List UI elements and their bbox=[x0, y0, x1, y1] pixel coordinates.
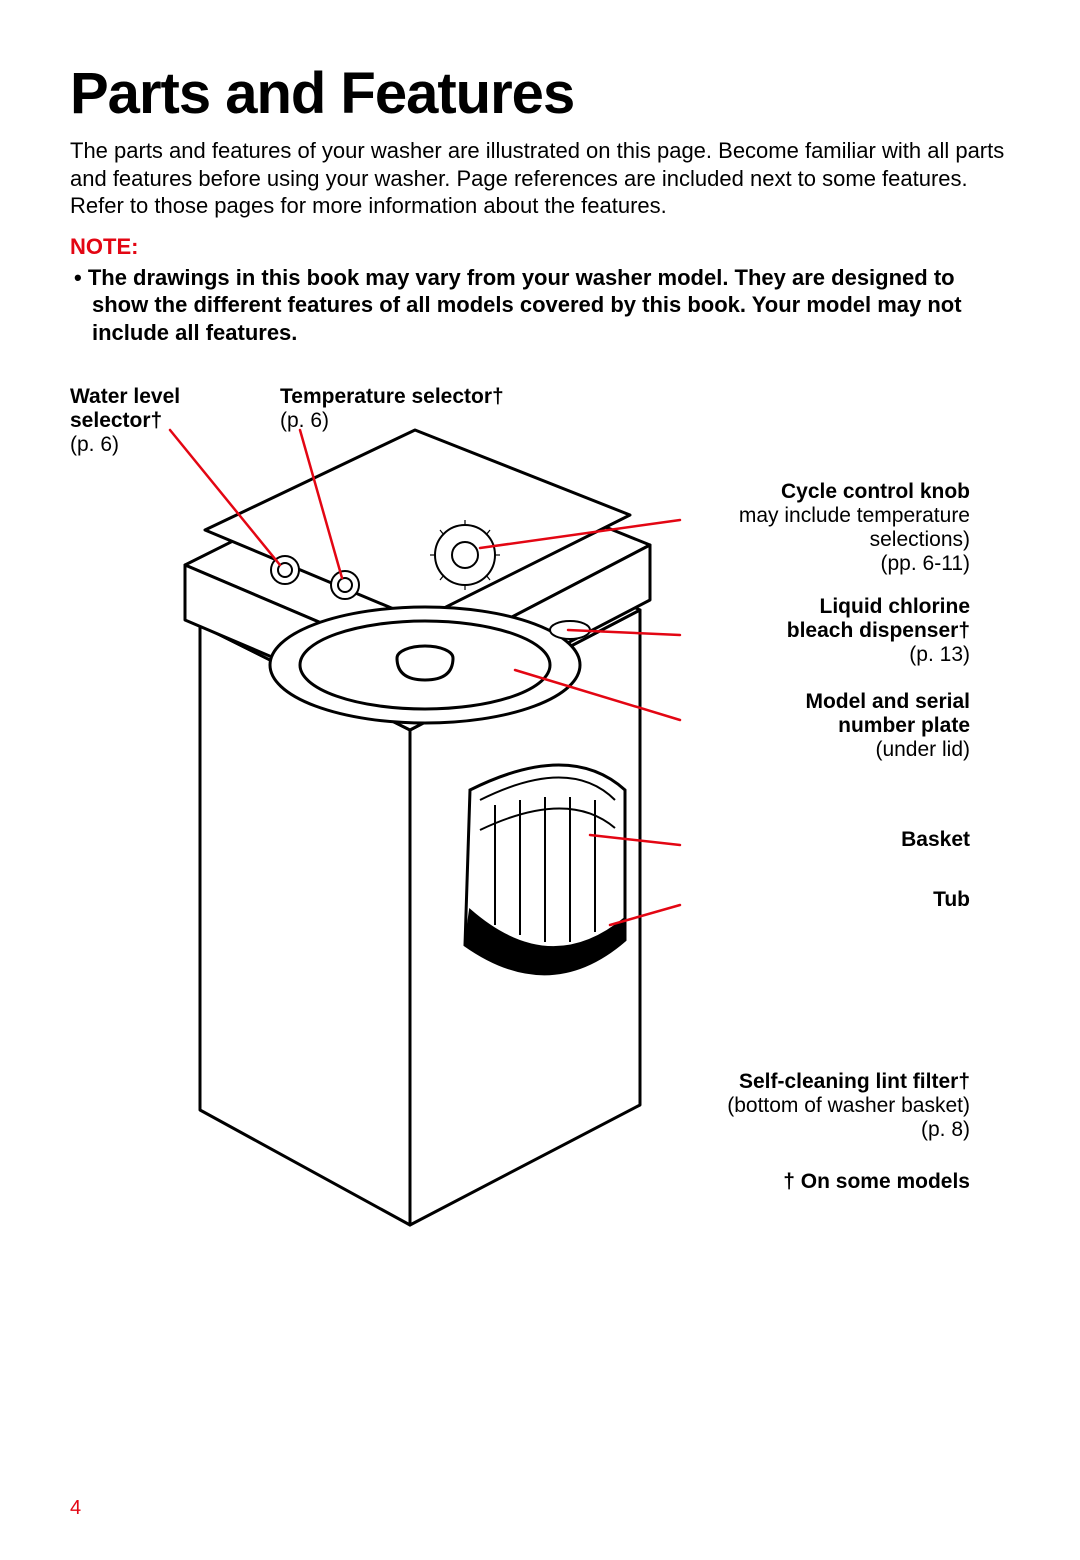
label-text: Self-cleaning lint filter† bbox=[739, 1070, 970, 1093]
label-text: Cycle control knob bbox=[781, 480, 970, 503]
label-text: † On some models bbox=[783, 1170, 970, 1193]
label-cycle-knob: Cycle control knob may include temperatu… bbox=[690, 480, 970, 577]
label-text: Temperature selector† bbox=[280, 385, 504, 408]
label-ref: (p. 8) bbox=[921, 1118, 970, 1141]
label-text: may include temperature bbox=[739, 504, 970, 527]
intro-paragraph: The parts and features of your washer ar… bbox=[70, 137, 1010, 220]
label-bleach: Liquid chlorine bleach dispenser† (p. 13… bbox=[690, 595, 970, 667]
note-label: NOTE: bbox=[70, 234, 1010, 260]
label-water-level: Water level selector† (p. 6) bbox=[70, 385, 260, 457]
label-text: bleach dispenser† bbox=[787, 619, 970, 642]
label-text: Liquid chlorine bbox=[820, 595, 971, 618]
label-sub: (under lid) bbox=[875, 738, 970, 761]
label-serial-plate: Model and serial number plate (under lid… bbox=[690, 690, 970, 762]
label-tub: Tub bbox=[690, 888, 970, 912]
label-basket: Basket bbox=[690, 828, 970, 852]
label-sub: (bottom of washer basket) bbox=[727, 1094, 970, 1117]
page-number: 4 bbox=[70, 1497, 81, 1520]
label-ref: (p. 13) bbox=[909, 643, 970, 666]
label-text: number plate bbox=[838, 714, 970, 737]
label-ref: (p. 6) bbox=[70, 433, 119, 456]
label-footnote: † On some models bbox=[690, 1170, 970, 1194]
washer-diagram: Water level selector† (p. 6) Temperature… bbox=[70, 370, 1010, 1300]
label-text: Model and serial bbox=[805, 690, 970, 713]
label-text: selections) bbox=[870, 528, 970, 551]
label-text: Tub bbox=[933, 888, 970, 911]
manual-page: Parts and Features The parts and feature… bbox=[0, 0, 1080, 1560]
label-ref: (pp. 6-11) bbox=[881, 552, 971, 575]
label-lint-filter: Self-cleaning lint filter† (bottom of wa… bbox=[630, 1070, 970, 1142]
label-text: Water level bbox=[70, 385, 180, 408]
label-text: Basket bbox=[901, 828, 970, 851]
note-body: The drawings in this book may vary from … bbox=[70, 264, 1010, 347]
page-title: Parts and Features bbox=[70, 60, 1010, 127]
label-temperature: Temperature selector† (p. 6) bbox=[280, 385, 540, 433]
label-text: selector† bbox=[70, 409, 162, 432]
label-ref: (p. 6) bbox=[280, 409, 329, 432]
